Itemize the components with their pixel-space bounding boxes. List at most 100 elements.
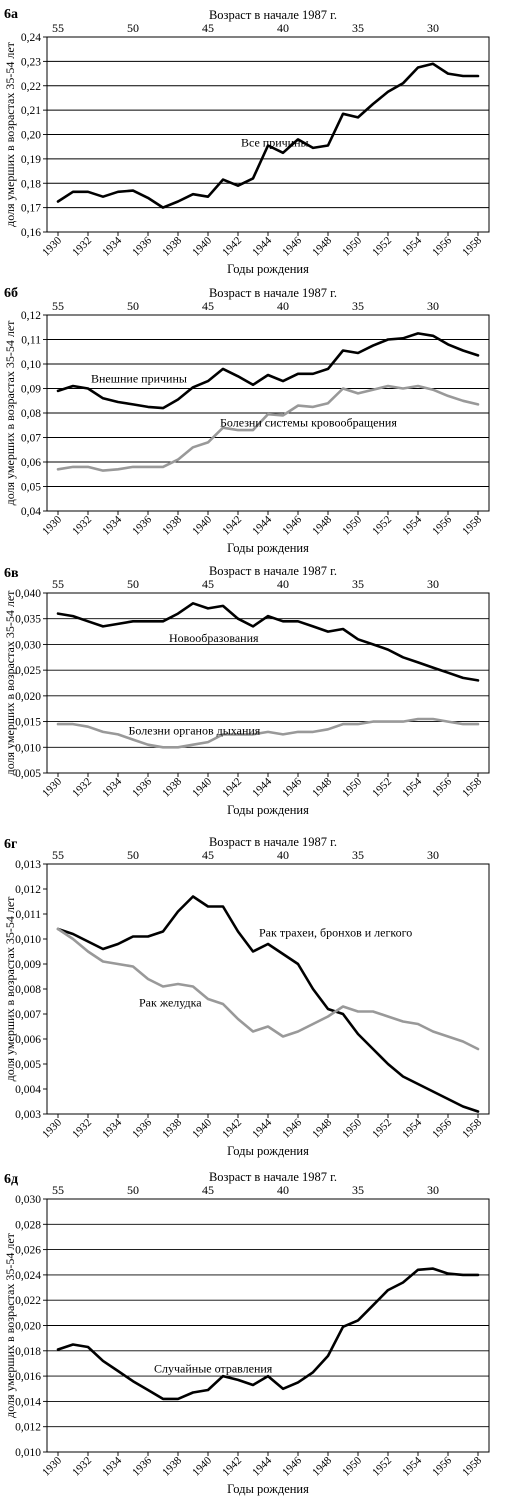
- x-tick-label: 1934: [100, 1454, 124, 1478]
- y-tick-label: 0,018: [15, 1346, 41, 1358]
- series-line: [56, 332, 480, 410]
- x-axis-title: Годы рождения: [227, 803, 309, 817]
- y-axis-title: доля умерших в возрастах 35-54 лет: [3, 1232, 17, 1418]
- x-tick-label: 1930: [40, 513, 64, 537]
- series-line: [56, 717, 480, 749]
- x-tick-label: 1934: [100, 1116, 124, 1140]
- top-tick-label: 40: [277, 1183, 289, 1197]
- chart-panel-2: 6б Возраст в начале 1987 г. 55 50 45 40 35 30 0,…: [3, 286, 490, 555]
- y-tick-label: 0,014: [15, 1396, 41, 1408]
- x-tick-label: 1946: [280, 775, 304, 799]
- y-tick-label: 0,005: [15, 768, 41, 780]
- x-axis-title: Годы рождения: [227, 1482, 309, 1496]
- top-tick-label: 50: [127, 577, 139, 591]
- y-tick-label: 0,21: [21, 105, 41, 117]
- y-tick-label: 0,08: [21, 408, 41, 420]
- x-tick-label: 1936: [130, 513, 154, 537]
- series-annotation: Болезни органов дыхания: [129, 723, 261, 737]
- y-tick-label: 0,008: [15, 984, 41, 996]
- y-tick-label: 0,010: [15, 1447, 41, 1459]
- y-tick-label: 0,16: [21, 227, 41, 239]
- y-tick-label: 0,11: [21, 335, 41, 347]
- top-axis-title: Возраст в начале 1987 г.: [209, 8, 337, 22]
- x-tick-label: 1932: [70, 514, 94, 538]
- y-tick-label: 0,030: [15, 639, 41, 651]
- x-tick-label: 1958: [460, 513, 484, 537]
- chart-panel-3: 6в Возраст в начале 1987 г. 55 50 45 40 35 30 0,…: [3, 564, 490, 817]
- x-tick-label: 1954: [400, 1116, 424, 1140]
- chart-panel-5: 6д Возраст в начале 1987 г. 55 50 45 40 35 30 0,…: [3, 1170, 490, 1496]
- panel-label: 6б: [4, 286, 18, 301]
- x-tick-label: 1942: [220, 235, 244, 259]
- plot-frame: [46, 863, 490, 1115]
- top-tick-label: 45: [202, 21, 214, 35]
- y-tick-label: 0,010: [15, 934, 41, 946]
- y-tick-label: 0,010: [15, 742, 41, 754]
- x-tick-label: 1952: [370, 1117, 394, 1141]
- x-axis-title: Годы рождения: [227, 262, 309, 276]
- x-tick-label: 1942: [220, 776, 244, 800]
- top-axis-title: Возраст в начале 1987 г.: [209, 1170, 337, 1184]
- top-tick-label: 55: [52, 848, 64, 862]
- y-tick-label: 0,035: [15, 614, 41, 626]
- y-tick-label: 0,022: [15, 1295, 41, 1307]
- top-tick-label: 30: [427, 577, 439, 591]
- x-tick-label: 1936: [130, 1116, 154, 1140]
- x-tick-label: 1954: [400, 234, 424, 258]
- top-tick-label: 45: [202, 1183, 214, 1197]
- top-tick-label: 35: [352, 577, 364, 591]
- x-tick-label: 1934: [100, 775, 124, 799]
- y-tick-label: 0,004: [15, 1084, 41, 1096]
- x-tick-label: 1938: [160, 1454, 184, 1478]
- x-tick-label: 1940: [190, 1116, 214, 1140]
- x-tick-label: 1938: [160, 513, 184, 537]
- x-axis-title: Годы рождения: [227, 541, 309, 555]
- y-tick-label: 0,005: [15, 1059, 41, 1071]
- top-axis-title: Возраст в начале 1987 г.: [209, 835, 337, 849]
- x-tick-label: 1954: [400, 775, 424, 799]
- x-tick-label: 1954: [400, 1454, 424, 1478]
- y-axis-title: доля умерших в возрастах 35-54 лет: [3, 590, 17, 776]
- top-tick-label: 35: [352, 848, 364, 862]
- x-tick-label: 1954: [400, 513, 424, 537]
- x-tick-label: 1940: [190, 513, 214, 537]
- top-tick-label: 55: [52, 21, 64, 35]
- series-annotation: Внешние причины: [91, 371, 187, 385]
- x-tick-label: 1938: [160, 234, 184, 258]
- y-axis-title: доля умерших в возрастах 35-54 лет: [3, 320, 17, 506]
- y-tick-label: 0,012: [15, 884, 41, 896]
- x-tick-label: 1936: [130, 1454, 154, 1478]
- y-tick-label: 0,20: [21, 130, 41, 142]
- top-tick-label: 30: [427, 848, 439, 862]
- series-annotation: Рак трахеи, бронхов и легкого: [259, 926, 412, 940]
- series-annotation: Случайные отравления: [154, 1361, 273, 1375]
- top-tick-label: 35: [352, 1183, 364, 1197]
- x-tick-label: 1946: [280, 513, 304, 537]
- series-annotation: Болезни системы кровообращения: [220, 415, 397, 429]
- series-line: [56, 384, 480, 472]
- top-tick-label: 50: [127, 848, 139, 862]
- x-tick-label: 1952: [370, 776, 394, 800]
- top-tick-label: 55: [52, 299, 64, 313]
- x-tick-label: 1930: [40, 1116, 64, 1140]
- x-axis-title: Годы рождения: [227, 1144, 309, 1158]
- y-tick-label: 0,024: [15, 1270, 41, 1282]
- x-tick-label: 1936: [130, 775, 154, 799]
- y-axis-title: доля умерших в возрастах 35-54 лет: [3, 41, 17, 227]
- x-tick-label: 1940: [190, 234, 214, 258]
- y-tick-label: 0,025: [15, 665, 41, 677]
- plot-frame: [46, 592, 490, 774]
- x-tick-label: 1932: [70, 1455, 94, 1479]
- series-line: [56, 1267, 480, 1401]
- x-tick-label: 1956: [430, 1454, 454, 1478]
- y-tick-label: 0,009: [15, 959, 41, 971]
- y-tick-label: 0,020: [15, 1321, 41, 1333]
- x-tick-label: 1952: [370, 514, 394, 538]
- x-tick-label: 1950: [340, 234, 364, 258]
- x-tick-label: 1944: [250, 775, 274, 799]
- x-tick-label: 1944: [250, 1116, 274, 1140]
- y-tick-label: 0,012: [15, 1422, 41, 1434]
- top-tick-label: 40: [277, 21, 289, 35]
- x-tick-label: 1942: [220, 1455, 244, 1479]
